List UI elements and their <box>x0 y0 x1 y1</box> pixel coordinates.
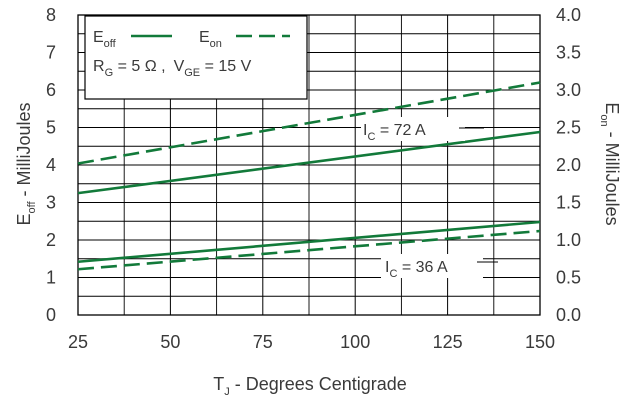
x-tick-label: 150 <box>525 332 555 352</box>
annotation-72a-label: IC = 72 A <box>363 122 426 143</box>
annotation-36a-label: IC = 36 A <box>385 259 448 280</box>
grid-lines <box>77 14 541 316</box>
legend-eoff-label: Eoff <box>93 29 117 50</box>
y-right-tick-label: 4.0 <box>556 5 581 25</box>
series-lines <box>77 81 541 271</box>
y-right-tick-label: 3.5 <box>556 43 581 63</box>
x-tick-label: 125 <box>433 332 463 352</box>
annotation-72a-bg <box>361 117 465 141</box>
y-left-tick-label: 5 <box>46 118 56 138</box>
tick-labels: 25 50 75 100 125 150 0 1 2 3 4 5 6 7 8 0.0 0.5 1.0 1.5 2.0 2… <box>46 5 581 352</box>
y-left-tick-label: 4 <box>46 155 56 175</box>
x-tick-label: 100 <box>340 332 370 352</box>
y-right-tick-label: 2.5 <box>556 118 581 138</box>
x-axis-title: TJ - Degrees Centigrade <box>213 374 407 398</box>
y-right-tick-label: 0.0 <box>556 305 581 325</box>
x-tick-label: 50 <box>160 332 180 352</box>
y-right-tick-label: 2.0 <box>556 155 581 175</box>
legend: Eoff Eon RG = 5 Ω , VGE = 15 V <box>84 15 308 100</box>
y-left-tick-label: 8 <box>46 5 56 25</box>
y-right-tick-label: 1.5 <box>556 193 581 213</box>
annotation-72a: IC = 72 A <box>361 117 484 143</box>
y-axis-right-title: Eon - MilliJoules <box>598 102 622 225</box>
legend-box <box>84 15 308 100</box>
x-tick-label: 75 <box>253 332 273 352</box>
x-tick-label: 25 <box>68 332 88 352</box>
y-axis-left-title: Eoff - MilliJoules <box>14 102 38 225</box>
y-left-tick-label: 2 <box>46 230 56 250</box>
legend-eon-label: Eon <box>199 29 222 50</box>
y-left-tick-label: 0 <box>46 305 56 325</box>
annotation-36a: IC = 36 A <box>381 254 498 280</box>
y-left-tick-label: 7 <box>46 43 56 63</box>
y-right-tick-label: 0.5 <box>556 268 581 288</box>
y-right-tick-label: 1.0 <box>556 230 581 250</box>
y-left-tick-label: 3 <box>46 193 56 213</box>
series-72A-eon <box>77 81 541 165</box>
y-left-tick-label: 1 <box>46 268 56 288</box>
annotation-36a-bg <box>381 254 483 278</box>
series-36A-eoff <box>77 220 541 264</box>
series-72A-eoff <box>77 130 541 195</box>
y-right-tick-label: 3.0 <box>556 80 581 100</box>
legend-conditions: RG = 5 Ω , VGE = 15 V <box>93 58 252 79</box>
plot-frame <box>77 14 541 316</box>
series-36A-eon <box>77 229 541 271</box>
y-left-tick-label: 6 <box>46 80 56 100</box>
